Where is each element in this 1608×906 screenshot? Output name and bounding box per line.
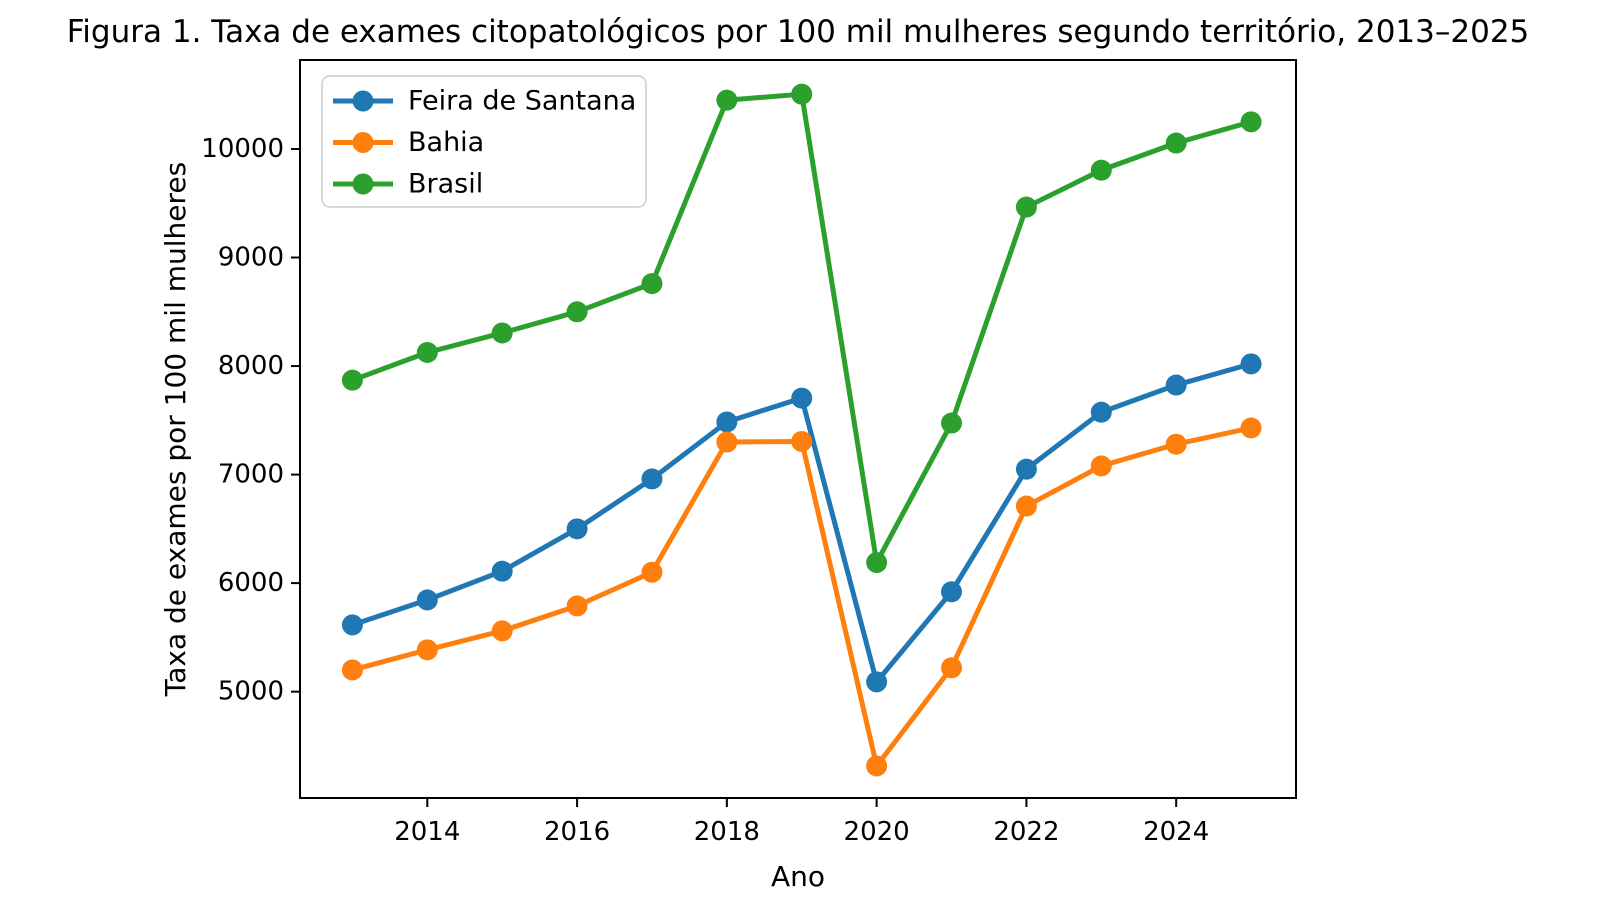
data-point-feira-de-santana-2016 bbox=[566, 518, 588, 540]
data-point-bahia-2016 bbox=[566, 595, 588, 617]
data-point-bahia-2025 bbox=[1240, 417, 1262, 439]
x-tick-label: 2020 bbox=[844, 817, 910, 847]
data-point-brasil-2023 bbox=[1090, 159, 1112, 181]
data-point-bahia-2024 bbox=[1165, 433, 1187, 455]
data-point-brasil-2021 bbox=[941, 412, 963, 434]
data-point-brasil-2025 bbox=[1240, 111, 1262, 133]
y-tick-label: 8000 bbox=[218, 351, 284, 381]
legend-label: Brasil bbox=[408, 169, 483, 200]
legend-box bbox=[321, 75, 647, 208]
data-point-feira-de-santana-2022 bbox=[1015, 458, 1037, 480]
legend-marker bbox=[352, 90, 374, 112]
series-line-bahia bbox=[349, 425, 1254, 769]
data-point-brasil-2013 bbox=[341, 369, 363, 391]
data-point-feira-de-santana-2017 bbox=[641, 468, 663, 490]
data-point-brasil-2017 bbox=[641, 273, 663, 295]
data-point-bahia-2022 bbox=[1015, 495, 1037, 517]
data-point-brasil-2015 bbox=[491, 322, 513, 344]
data-point-brasil-2019 bbox=[791, 83, 813, 105]
legend-entry-feira-de-santana: Feira de Santana bbox=[333, 86, 636, 117]
data-point-feira-de-santana-2018 bbox=[716, 411, 738, 433]
legend-marker bbox=[352, 132, 374, 153]
data-point-bahia-2015 bbox=[491, 620, 513, 642]
data-point-brasil-2018 bbox=[716, 89, 738, 111]
x-tick-label: 2018 bbox=[694, 817, 760, 847]
data-point-feira-de-santana-2025 bbox=[1240, 353, 1262, 375]
data-point-brasil-2020 bbox=[866, 551, 888, 573]
x-tick-label: 2022 bbox=[993, 817, 1059, 847]
legend-label: Feira de Santana bbox=[408, 86, 636, 117]
data-point-feira-de-santana-2019 bbox=[791, 387, 813, 409]
y-tick-label: 10000 bbox=[201, 134, 284, 164]
legend-label: Bahia bbox=[408, 127, 484, 158]
data-point-feira-de-santana-2023 bbox=[1090, 401, 1112, 423]
legend-entry-brasil: Brasil bbox=[333, 169, 483, 200]
legend: Feira de Santana Bahia Brasil bbox=[321, 75, 647, 208]
y-tick-label: 5000 bbox=[218, 677, 284, 707]
data-point-brasil-2014 bbox=[416, 341, 438, 363]
data-point-bahia-2021 bbox=[941, 657, 963, 679]
data-point-bahia-2019 bbox=[791, 430, 813, 452]
data-point-feira-de-santana-2021 bbox=[941, 581, 963, 603]
legend-entry-bahia: Bahia bbox=[333, 127, 484, 158]
data-point-brasil-2024 bbox=[1165, 132, 1187, 154]
data-point-bahia-2017 bbox=[641, 561, 663, 583]
x-axis-label: Ano bbox=[771, 860, 825, 893]
data-point-feira-de-santana-2015 bbox=[491, 560, 513, 582]
data-point-feira-de-santana-2013 bbox=[341, 614, 363, 636]
data-point-feira-de-santana-2024 bbox=[1165, 374, 1187, 396]
figure-title: Figura 1. Taxa de exames citopatológicos… bbox=[66, 14, 1530, 50]
x-tick-label: 2014 bbox=[394, 817, 460, 847]
data-point-feira-de-santana-2020 bbox=[866, 671, 888, 693]
data-point-brasil-2022 bbox=[1015, 196, 1037, 218]
data-point-bahia-2023 bbox=[1090, 455, 1112, 477]
x-tick-label: 2016 bbox=[544, 817, 610, 847]
y-tick-label: 9000 bbox=[218, 243, 284, 273]
legend-marker bbox=[352, 173, 374, 195]
y-tick-label: 7000 bbox=[218, 460, 284, 490]
x-tick-label: 2024 bbox=[1143, 817, 1209, 847]
data-point-bahia-2014 bbox=[416, 639, 438, 661]
y-axis-label: Taxa de exames por 100 mil mulheres bbox=[159, 162, 192, 698]
data-point-brasil-2016 bbox=[566, 301, 588, 323]
data-point-feira-de-santana-2014 bbox=[416, 589, 438, 611]
data-point-bahia-2018 bbox=[716, 431, 738, 453]
plot-area bbox=[299, 59, 1297, 799]
data-point-bahia-2013 bbox=[341, 659, 363, 681]
data-point-bahia-2020 bbox=[866, 755, 888, 777]
y-tick-label: 6000 bbox=[218, 568, 284, 598]
